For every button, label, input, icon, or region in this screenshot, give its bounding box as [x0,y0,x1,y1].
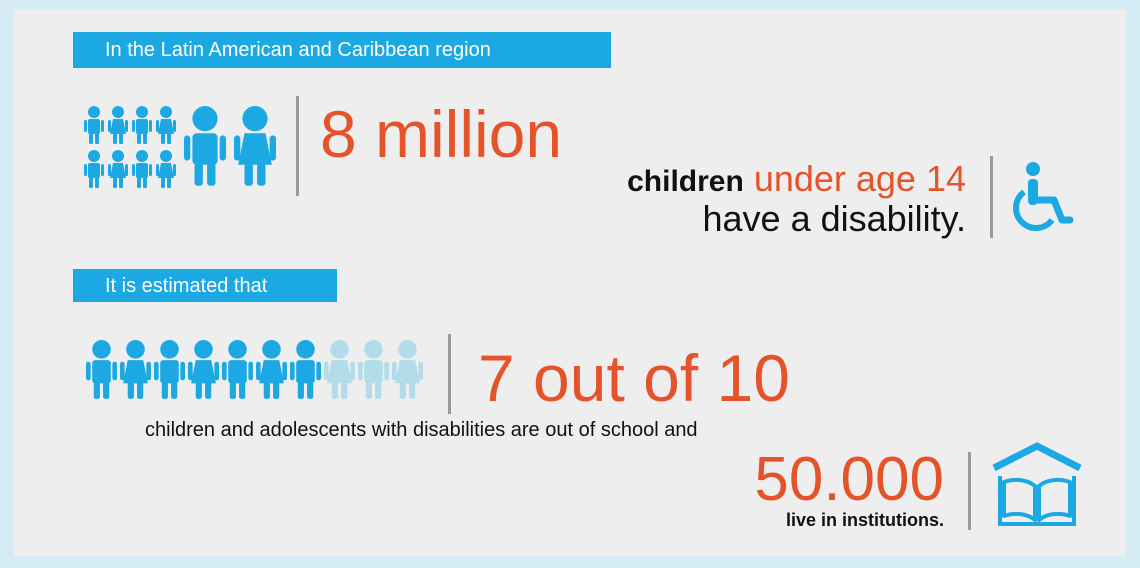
small-child-icon [156,106,176,144]
live-in-institutions-label: live in institutions. [785,510,944,530]
divider-2 [990,156,993,238]
under-age-14-label: under age 14 [753,158,966,199]
wheelchair-icon [1013,162,1074,231]
small-child-icon [132,150,152,188]
small-child-icon [84,106,104,144]
child-icon-highlighted [86,340,117,399]
stat-50000: 50.000 [754,445,944,514]
divider-1 [296,96,299,196]
child-icon-highlighted [120,340,151,399]
child-icon-faded [392,340,423,399]
small-child-icon [132,106,152,144]
out-of-school-label: children and adolescents with disabiliti… [145,419,698,441]
divider-4 [968,452,971,530]
small-child-icon [156,150,176,188]
child-icon-highlighted [188,340,219,399]
child-icon-highlighted [256,340,287,399]
estimated-banner: It is estimated that [73,269,337,302]
children-under-14-line: children under age 14 [627,159,966,202]
small-child-icon [108,150,128,188]
child-icon-highlighted [222,340,253,399]
infographic-card: In the Latin American and Caribbean regi… [14,10,1126,556]
children-label: children [627,165,744,198]
large-boy-icon [184,106,226,186]
divider-3 [448,334,451,414]
child-icon-highlighted [154,340,185,399]
children-row-7-of-10 [86,340,423,399]
children-group-icon [84,106,276,188]
small-child-icon [84,150,104,188]
large-girl-icon [234,106,276,186]
stat-8-million: 8 million [320,97,563,171]
small-child-icon [108,106,128,144]
child-icon-highlighted [290,340,321,399]
school-book-icon [992,442,1082,526]
region-banner: In the Latin American and Caribbean regi… [73,32,611,68]
stat-7-out-of-10: 7 out of 10 [478,341,790,415]
have-disability-label: have a disability. [702,198,966,239]
child-icon-faded [324,340,355,399]
child-icon-faded [358,340,389,399]
